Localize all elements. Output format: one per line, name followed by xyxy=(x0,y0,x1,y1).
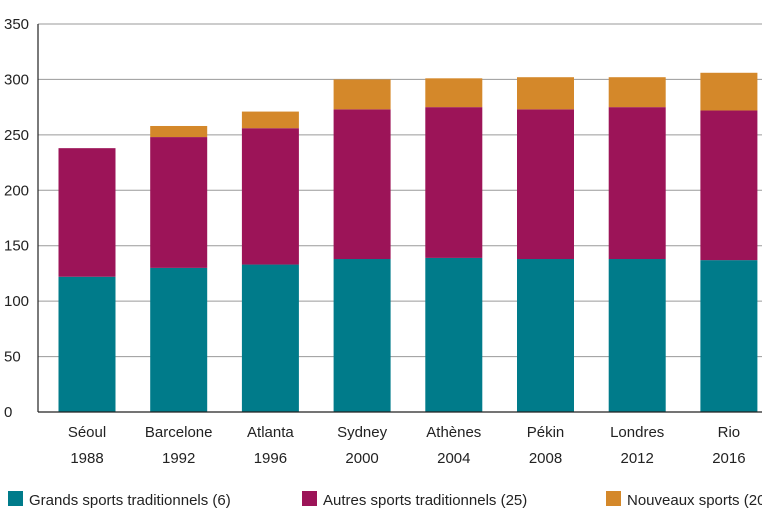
category-label: Barcelone xyxy=(145,424,213,441)
category-year-label: 2004 xyxy=(437,450,470,467)
bar-segment-series2-cat7 xyxy=(700,72,758,111)
bar-segment-series2-cat4 xyxy=(425,78,483,108)
category-label: Atlanta xyxy=(247,424,294,441)
bar-segment-series2-cat3 xyxy=(333,79,391,110)
y-tick-label: 300 xyxy=(4,71,29,88)
category-label: Athènes xyxy=(426,424,481,441)
y-tick-label: 200 xyxy=(4,182,29,199)
bar-segment-series2-cat5 xyxy=(517,77,574,110)
bar-segment-series2-cat1 xyxy=(150,125,208,138)
legend-label: Grands sports traditionnels (6) xyxy=(29,492,231,509)
category-label: Séoul xyxy=(68,424,106,441)
bars xyxy=(58,72,758,412)
y-tick-label: 250 xyxy=(4,127,29,144)
bar-segment-series0-cat4 xyxy=(425,257,483,412)
legend-swatch xyxy=(302,491,317,506)
axes xyxy=(37,24,762,413)
category-year-label: 2000 xyxy=(345,450,378,467)
bar-segment-series0-cat1 xyxy=(150,267,208,412)
bar-segment-series1-cat3 xyxy=(333,109,391,260)
legend-label: Nouveaux sports (20) xyxy=(627,492,762,509)
y-tick-label: 0 xyxy=(4,404,12,421)
bar-segment-series2-cat6 xyxy=(608,77,666,108)
bar-segment-series0-cat0 xyxy=(58,276,116,412)
category-year-label: 2008 xyxy=(529,450,562,467)
bar-segment-series0-cat2 xyxy=(241,264,299,412)
category-label: Rio xyxy=(718,424,741,441)
category-label: Londres xyxy=(610,424,664,441)
bar-segment-series1-cat4 xyxy=(425,107,483,258)
category-year-label: 1988 xyxy=(70,450,103,467)
legend-swatch xyxy=(8,491,23,506)
bar-segment-series1-cat7 xyxy=(700,110,758,261)
bar-segment-series1-cat0 xyxy=(58,148,116,277)
category-label: Pékin xyxy=(527,424,565,441)
bar-segment-series1-cat1 xyxy=(150,137,208,268)
bar-segment-series1-cat6 xyxy=(608,107,666,260)
bar-segment-series1-cat2 xyxy=(241,128,299,265)
y-tick-label: 150 xyxy=(4,238,29,255)
bar-segment-series1-cat5 xyxy=(517,109,574,260)
category-labels: Séoul 1988 Barcelone 1992 Atlanta 1996 Sydney 2… xyxy=(68,424,746,467)
legend-swatch xyxy=(606,491,621,506)
category-year-label: 1992 xyxy=(162,450,195,467)
y-tick-labels: 0 50 100 150 200 250 300 350 xyxy=(4,16,29,421)
category-year-label: 1996 xyxy=(254,450,287,467)
legend: Grands sports traditionnels (6) Autres sp… xyxy=(8,491,762,509)
bar-segment-series0-cat5 xyxy=(517,259,574,412)
bar-segment-series2-cat2 xyxy=(241,111,299,129)
category-label: Sydney xyxy=(337,424,388,441)
bar-segment-series0-cat6 xyxy=(608,259,666,412)
bar-segment-series0-cat3 xyxy=(333,259,391,412)
y-tick-label: 350 xyxy=(4,16,29,33)
y-tick-label: 50 xyxy=(4,349,21,366)
y-tick-label: 100 xyxy=(4,293,29,310)
bar-segment-series0-cat7 xyxy=(700,260,758,412)
category-year-label: 2012 xyxy=(621,450,654,467)
category-year-label: 2016 xyxy=(712,450,745,467)
legend-label: Autres sports traditionnels (25) xyxy=(323,492,527,509)
